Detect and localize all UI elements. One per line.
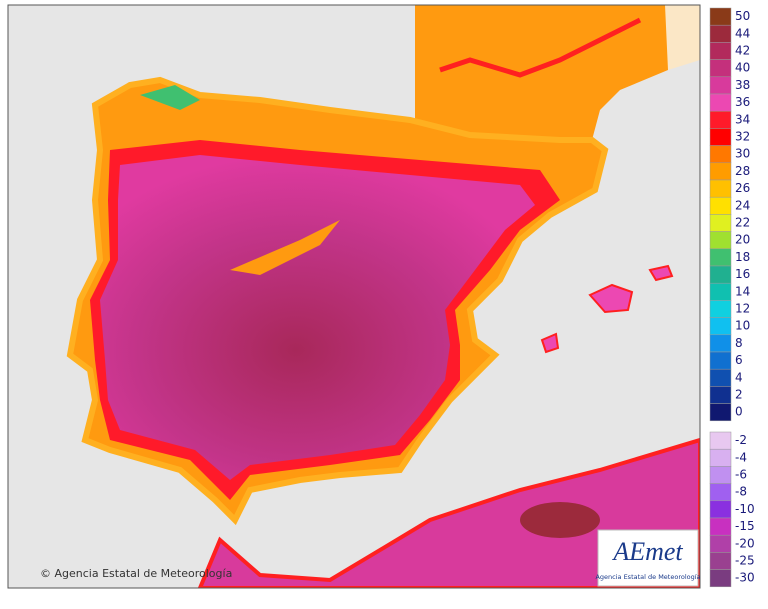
legend-label: 16 [735, 267, 750, 281]
legend-label: 38 [735, 78, 750, 92]
legend-swatch [709, 7, 732, 26]
iberia-interior [100, 155, 535, 480]
legend-label: -30 [735, 571, 755, 585]
legend-label: 10 [735, 319, 750, 333]
legend-label: 40 [735, 61, 750, 75]
africa [197, 437, 700, 588]
logo: AEmet [611, 537, 683, 566]
cool-zone [140, 85, 200, 110]
legend-label: -2 [735, 433, 747, 447]
legend-swatch [709, 265, 732, 284]
africa-hot-zone [520, 502, 600, 538]
legend-label: 2 [735, 388, 743, 402]
legend-swatch [709, 351, 732, 370]
legend-swatch [709, 248, 732, 267]
map [8, 5, 700, 588]
legend-label: 26 [735, 181, 750, 195]
legend-swatch [709, 145, 732, 164]
legend-swatch [709, 552, 732, 570]
legend-label: 22 [735, 216, 750, 230]
logo-subtitle: Agencia Estatal de Meteorología [595, 573, 700, 581]
legend-swatch [709, 500, 732, 519]
legend-label: -20 [735, 536, 755, 550]
legend-label: -10 [735, 502, 755, 516]
legend-swatch [709, 403, 732, 422]
legend-swatch [709, 517, 732, 536]
legend-swatch [709, 368, 732, 387]
mountain-zone [230, 220, 340, 275]
legend-swatch [709, 231, 732, 250]
legend-swatch [709, 334, 732, 353]
legend-swatch [709, 534, 732, 553]
legend-swatch [709, 300, 732, 318]
legend-label: 30 [735, 147, 750, 161]
legend-label: 44 [735, 26, 750, 40]
legend-swatch [709, 569, 732, 588]
legend-swatch [709, 128, 732, 146]
legend-label: -15 [735, 519, 755, 533]
ibiza [540, 332, 560, 354]
legend-label: 42 [735, 44, 750, 58]
legend-label: 20 [735, 233, 750, 247]
legend-swatch [709, 93, 732, 112]
legend-label: 50 [735, 9, 750, 23]
legend-label: 32 [735, 130, 750, 144]
legend-swatch [709, 483, 732, 502]
legend-label: -4 [735, 450, 747, 464]
legend-label: -6 [735, 468, 747, 482]
legend-swatch [709, 42, 732, 60]
legend-label: 28 [735, 164, 750, 178]
legend-swatch [709, 431, 732, 450]
legend-label: 8 [735, 336, 743, 350]
legend-label: 12 [735, 302, 750, 316]
land-europe [660, 5, 700, 70]
legend-label: 18 [735, 250, 750, 264]
legend-swatch [709, 282, 732, 301]
legend-swatch [709, 179, 732, 198]
legend-label: 24 [735, 198, 750, 212]
legend-swatch [709, 317, 732, 336]
legend-swatch [709, 24, 732, 43]
legend-label: 6 [735, 353, 743, 367]
legend-label: 36 [735, 95, 750, 109]
legend-swatch [709, 448, 732, 467]
menorca [648, 264, 674, 282]
legend-label: 4 [735, 370, 743, 384]
legend-swatch [709, 76, 732, 95]
legend-label: 34 [735, 112, 750, 126]
legend-swatch [709, 466, 732, 484]
legend: 5044424038363432302826242220181614121086… [709, 7, 755, 588]
legend-swatch [709, 196, 732, 215]
legend-swatch [709, 59, 732, 78]
legend-swatch [709, 162, 732, 181]
logo-box [597, 529, 699, 587]
legend-label: -25 [735, 554, 755, 568]
legend-label: 14 [735, 284, 750, 298]
legend-label: -8 [735, 485, 747, 499]
map-frame [7, 4, 701, 589]
legend-swatch [709, 214, 732, 232]
legend-swatch [709, 386, 732, 404]
legend-swatch [709, 110, 732, 129]
france-hot-zone [439, 17, 642, 78]
copyright: © Agencia Estatal de Meteorología [40, 567, 232, 580]
mallorca [588, 283, 634, 314]
legend-label: 0 [735, 405, 743, 419]
